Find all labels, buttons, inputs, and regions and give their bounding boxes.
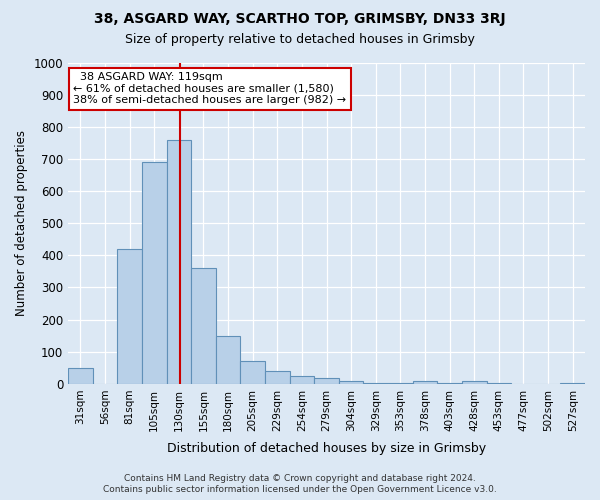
- Bar: [265, 371, 290, 384]
- X-axis label: Distribution of detached houses by size in Grimsby: Distribution of detached houses by size …: [167, 442, 486, 455]
- Bar: [216, 336, 241, 384]
- Bar: [68, 368, 92, 384]
- Bar: [413, 382, 437, 384]
- Text: Size of property relative to detached houses in Grimsby: Size of property relative to detached ho…: [125, 32, 475, 46]
- Bar: [290, 376, 314, 384]
- Bar: [364, 383, 388, 384]
- Bar: [142, 162, 167, 384]
- Text: 38 ASGARD WAY: 119sqm  
← 61% of detached houses are smaller (1,580)
38% of semi: 38 ASGARD WAY: 119sqm ← 61% of detached …: [73, 72, 346, 106]
- Bar: [462, 382, 487, 384]
- Bar: [191, 268, 216, 384]
- Text: 38, ASGARD WAY, SCARTHO TOP, GRIMSBY, DN33 3RJ: 38, ASGARD WAY, SCARTHO TOP, GRIMSBY, DN…: [94, 12, 506, 26]
- Y-axis label: Number of detached properties: Number of detached properties: [15, 130, 28, 316]
- Bar: [241, 362, 265, 384]
- Bar: [314, 378, 339, 384]
- Bar: [487, 383, 511, 384]
- Text: Contains HM Land Registry data © Crown copyright and database right 2024.
Contai: Contains HM Land Registry data © Crown c…: [103, 474, 497, 494]
- Bar: [167, 140, 191, 384]
- Bar: [117, 249, 142, 384]
- Bar: [339, 380, 364, 384]
- Bar: [388, 383, 413, 384]
- Bar: [437, 383, 462, 384]
- Bar: [560, 383, 585, 384]
